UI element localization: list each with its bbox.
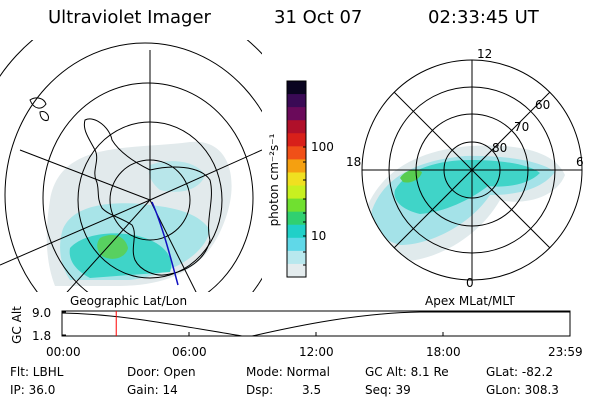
geographic-map-label: Geographic Lat/Lon (70, 294, 188, 308)
timeline-plot (61, 310, 571, 337)
ip-readout: IP: 36.0 (10, 383, 56, 397)
glat-readout: GLat: -82.2 (486, 365, 553, 379)
mlat-label-60: 60 (535, 98, 551, 112)
time-label: 02:33:45 UT (428, 7, 539, 28)
colorbar-band (287, 146, 306, 160)
coastline (29, 97, 212, 276)
timeline-xtick-1200: 12:00 (299, 345, 334, 359)
filter-readout: Flt: LBHL (10, 365, 64, 379)
colorbar-band (287, 237, 306, 252)
mode-readout: Mode: Normal (246, 365, 330, 379)
colorbar-band (287, 159, 306, 174)
instrument-title: Ultraviolet Imager (48, 7, 211, 28)
gain-readout: Gain: 14 (127, 383, 178, 397)
geographic-map (0, 40, 262, 292)
timeline-ticks (62, 311, 444, 336)
colorbar-band (287, 211, 306, 226)
colorbar-band (287, 263, 306, 278)
timeline-xtick-1800: 18:00 (426, 345, 461, 359)
colorbar-band (287, 120, 306, 134)
satellite-ground-track (151, 201, 179, 286)
timeline-ylabel: GC Alt (10, 306, 24, 344)
gc-alt-curve (62, 311, 570, 336)
timeline-xtick-0600: 06:00 (172, 345, 207, 359)
colorbar-band (287, 224, 306, 239)
gc-alt-readout: GC Alt: 8.1 Re (365, 365, 449, 379)
colorbar-band (287, 172, 306, 187)
date-label: 31 Oct 07 (274, 7, 363, 28)
glon-readout: GLon: 308.3 (486, 383, 559, 397)
colorbar-ticks (303, 146, 306, 266)
right-aurora-emission (362, 145, 565, 262)
left-latitude-circles (0, 40, 262, 292)
colorbar-band (287, 133, 306, 147)
colorbar-band (287, 81, 306, 95)
colorbar-unit-label: photon cm⁻²s⁻¹ (267, 133, 281, 227)
dsp-label: Dsp: (246, 383, 274, 397)
colorbar-band (287, 185, 306, 200)
polar-map (361, 59, 583, 281)
dsp-value: 3.5 (302, 383, 322, 397)
timeline-xtick-2359: 23:59 (548, 345, 583, 359)
seq-readout: Seq: 39 (365, 383, 411, 397)
mlat-label-70: 70 (514, 120, 530, 134)
mlt-label-0: 0 (466, 276, 474, 290)
colorbar-band (287, 107, 306, 121)
colorbar-band (287, 94, 306, 108)
colorbar-tick-10: 10 (311, 229, 327, 243)
colorbar-band (287, 198, 306, 213)
colorbar-band (287, 250, 306, 265)
timeline-xtick-0000: 00:00 (46, 345, 81, 359)
timeline-ytick-bottom: 1.8 (32, 329, 52, 343)
colorbar-tick-100: 100 (311, 140, 334, 154)
mlt-label-12: 12 (477, 47, 493, 61)
door-readout: Door: Open (127, 365, 196, 379)
mlat-label-80: 80 (492, 141, 508, 155)
polar-map-label: Apex MLat/MLT (425, 294, 515, 308)
timeline-ytick-top: 9.0 (32, 306, 52, 320)
left-aurora-emission (46, 141, 232, 286)
mlt-diagonal-line-2 (393, 91, 551, 249)
mlt-label-18: 18 (346, 155, 362, 169)
colorbar (286, 80, 307, 278)
mlt-label-6: 6 (576, 155, 584, 169)
